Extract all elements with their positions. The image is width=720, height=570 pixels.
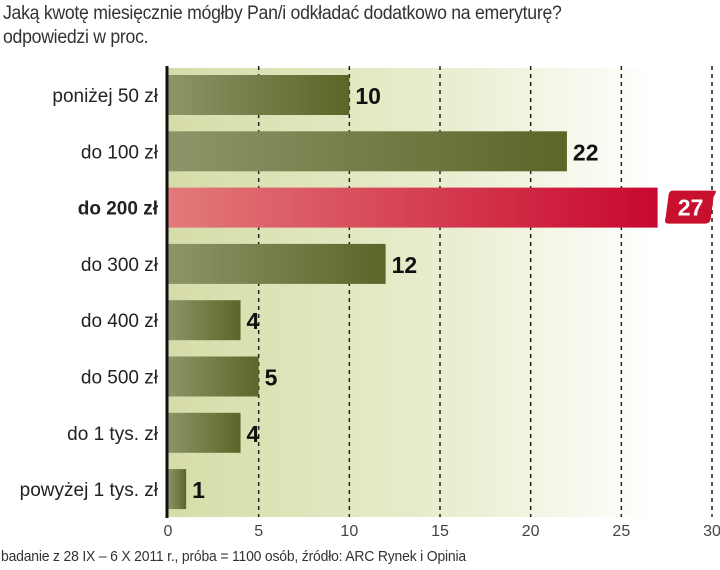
value-label: 10 [355, 83, 381, 109]
category-label: do 400 zł [81, 311, 159, 332]
bar [168, 300, 241, 341]
x-tick-label: 15 [431, 523, 449, 540]
bar [168, 356, 259, 397]
bar [168, 243, 386, 284]
chart-title: Jaką kwotę miesięcznie mógłby Pan/i odkł… [3, 3, 562, 24]
category-label: do 100 zł [81, 142, 159, 163]
bar [168, 131, 567, 172]
value-label: 4 [247, 308, 260, 334]
bar-highlighted [168, 187, 658, 228]
x-tick-label: 10 [340, 523, 358, 540]
x-tick-label: 25 [612, 523, 630, 540]
x-tick-label: 0 [164, 523, 173, 540]
category-label: do 500 zł [81, 368, 159, 389]
category-label: do 200 zł [78, 199, 159, 220]
value-label: 4 [247, 421, 260, 447]
x-tick-label: 30 [703, 523, 720, 540]
category-label: do 300 zł [81, 255, 159, 276]
bar [168, 75, 350, 115]
value-label: 1 [192, 477, 205, 503]
highlight-value-badge [665, 190, 716, 224]
bar [168, 469, 187, 510]
category-label: powyżej 1 tys. zł [20, 480, 159, 501]
value-label: 12 [392, 252, 418, 278]
value-label: 22 [573, 139, 599, 165]
value-label: 27 [678, 195, 704, 221]
category-label: do 1 tys. zł [67, 424, 159, 445]
source-note: badanie z 28 IX – 6 X 2011 r., próba = 1… [1, 548, 466, 565]
bar [168, 412, 241, 453]
x-tick-label: 5 [254, 523, 263, 540]
value-label: 5 [265, 365, 278, 391]
category-label: poniżej 50 zł [52, 86, 158, 107]
chart-subtitle: odpowiedzi w proc. [3, 27, 149, 48]
x-tick-label: 20 [522, 523, 540, 540]
